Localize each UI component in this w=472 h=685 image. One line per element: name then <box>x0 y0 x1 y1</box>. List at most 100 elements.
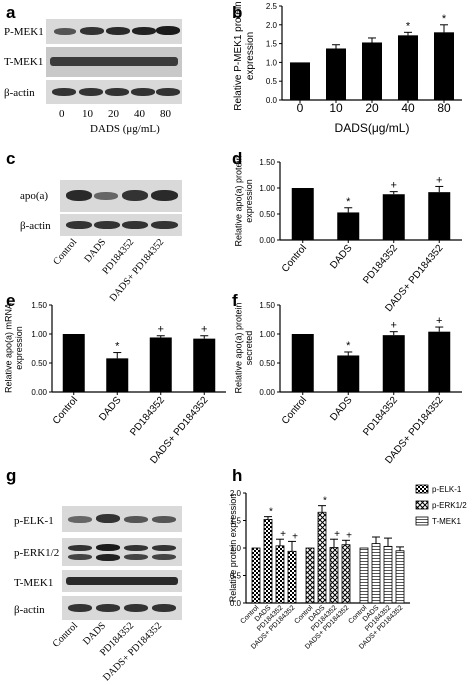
x-tick-label: DADS <box>328 395 354 424</box>
x-tick-label: PD184352 <box>361 243 400 287</box>
bar <box>149 337 172 392</box>
panel-d-letter: d <box>232 149 243 168</box>
y-tick-label: 2.0 <box>266 21 278 30</box>
bar <box>291 188 314 240</box>
panel-g-lane-labels: Control DADS PD184352 DADS+ PD184352 <box>51 620 164 683</box>
y-axis-label: Relative apo(a) proteinexpression <box>233 155 254 246</box>
bar <box>290 62 310 100</box>
significance-mark: + <box>334 529 340 540</box>
blot-strip-t-mek1 <box>62 570 182 592</box>
y-tick-label: 0.00 <box>259 236 275 245</box>
x-tick-label: 10 <box>329 101 343 115</box>
significance-mark: + <box>201 324 207 336</box>
x-tick-label: 20 <box>365 101 379 115</box>
bar <box>287 550 297 604</box>
y-tick-label: 1.0 <box>266 58 278 67</box>
blot-strip-t-mek1 <box>46 47 182 77</box>
y-tick-label: 1.50 <box>259 301 275 310</box>
y-tick-label: 2.0 <box>230 489 242 498</box>
blot-row-label: p-ELK-1 <box>14 515 54 527</box>
significance-mark: + <box>346 530 352 541</box>
bar <box>382 335 405 392</box>
y-axis-label: Relative protein expression <box>228 494 238 603</box>
x-tick-label: DADS <box>97 395 123 424</box>
y-tick-label: 2.5 <box>266 2 278 11</box>
x-axis-label: DADS(μg/mL) <box>335 121 410 135</box>
y-tick-label: 0.0 <box>230 599 242 608</box>
chart-panel-b: 0.0 0.5 1.0 1.5 2.0 2.5 Relative P-MEK1 protei… <box>233 1 462 135</box>
y-tick-label: 0.50 <box>31 359 47 368</box>
panel-h-letter: h <box>232 466 243 485</box>
lane-label: Control <box>51 620 81 650</box>
lane-label: 10 <box>82 108 93 120</box>
bar <box>275 545 285 604</box>
y-axis-label: Relative apo(a) proteinsecreted <box>233 302 254 393</box>
blot-strip-p-mek1 <box>46 19 182 44</box>
significance-mark: + <box>292 531 298 542</box>
blot-row-label: T-MEK1 <box>4 56 44 68</box>
lane-label: Control <box>51 237 79 268</box>
bar <box>263 519 273 604</box>
bar <box>337 212 360 240</box>
blot-strip-p-elk1 <box>62 506 182 532</box>
significance-mark: + <box>280 529 286 540</box>
significance-mark: * <box>346 340 351 352</box>
lane-label: 80 <box>160 108 171 120</box>
legend-swatch <box>415 484 429 494</box>
x-tick-label: 0 <box>297 101 304 115</box>
y-tick-label: 1.5 <box>266 40 278 49</box>
blot-row-label: apo(a) <box>20 190 49 202</box>
x-tick-label: 40 <box>401 101 415 115</box>
panel-b-letter: b <box>232 3 243 22</box>
y-axis-label: Relative apo(a) mRNAexpression <box>3 303 24 393</box>
legend-label: p-ELK-1 <box>432 485 462 494</box>
y-tick-label: 1.0 <box>230 544 242 553</box>
blot-strip-b-actin <box>62 596 182 620</box>
panel-a-letter: a <box>6 3 16 22</box>
bar <box>341 544 351 604</box>
lane-label: DADS <box>82 237 108 265</box>
y-axis-label: Relative P-MEK1 proteinexpression <box>233 1 256 111</box>
panel-c-letter: c <box>6 149 16 168</box>
bar <box>317 511 327 604</box>
bar <box>428 331 451 392</box>
bar-group-1: Control*DADS+PD184352+DADS+ PD184352 <box>239 507 298 651</box>
legend-label: T-MEK1 <box>432 517 461 526</box>
significance-mark: * <box>346 196 351 208</box>
blot-row-label: P-MEK1 <box>4 26 44 38</box>
panel-g-letter: g <box>6 466 17 485</box>
significance-mark: + <box>436 174 442 186</box>
chart-legend: p-ELK-1 p-ERK1/2 T-MEK1 <box>415 484 467 526</box>
x-tick-label: PD184352 <box>361 395 400 439</box>
chart-panel-e: 0.00 0.50 1.00 1.50 Relative apo(a) mRNAexpr… <box>3 301 226 466</box>
panel-f-letter: f <box>232 291 238 310</box>
bar <box>371 543 381 604</box>
y-tick-label: 1.00 <box>259 330 275 339</box>
chart-panel-f: 0.00 0.50 1.00 1.50 Relative apo(a) proteins… <box>233 301 462 466</box>
blot-row-label: T-MEK1 <box>14 577 54 589</box>
y-tick-label: 0.5 <box>266 77 278 86</box>
blot-row-label: β-actin <box>4 87 35 99</box>
y-tick-label: 1.50 <box>259 158 275 167</box>
blot-strip-b-actin <box>46 80 182 104</box>
bar <box>62 334 85 392</box>
bar <box>329 547 339 604</box>
y-tick-label: 0.00 <box>31 388 47 397</box>
blot-strip-p-erk <box>62 538 182 566</box>
legend-swatch <box>415 516 429 526</box>
lane-label: 20 <box>108 108 119 120</box>
x-tick-label: Control <box>280 395 309 427</box>
bar-group-2: Control*DADS+PD184352+DADS+ PD184352 <box>293 496 352 651</box>
legend-label: p-ERK1/2 <box>432 501 467 510</box>
lane-label: 40 <box>134 108 145 120</box>
bar <box>106 358 129 392</box>
y-tick-label: 1.00 <box>31 330 47 339</box>
y-tick-label: 0.50 <box>259 210 275 219</box>
blot-row-label: β-actin <box>14 604 45 616</box>
y-tick-label: 1.5 <box>230 517 242 526</box>
bar <box>359 547 369 604</box>
x-tick-label: Control <box>51 395 80 427</box>
